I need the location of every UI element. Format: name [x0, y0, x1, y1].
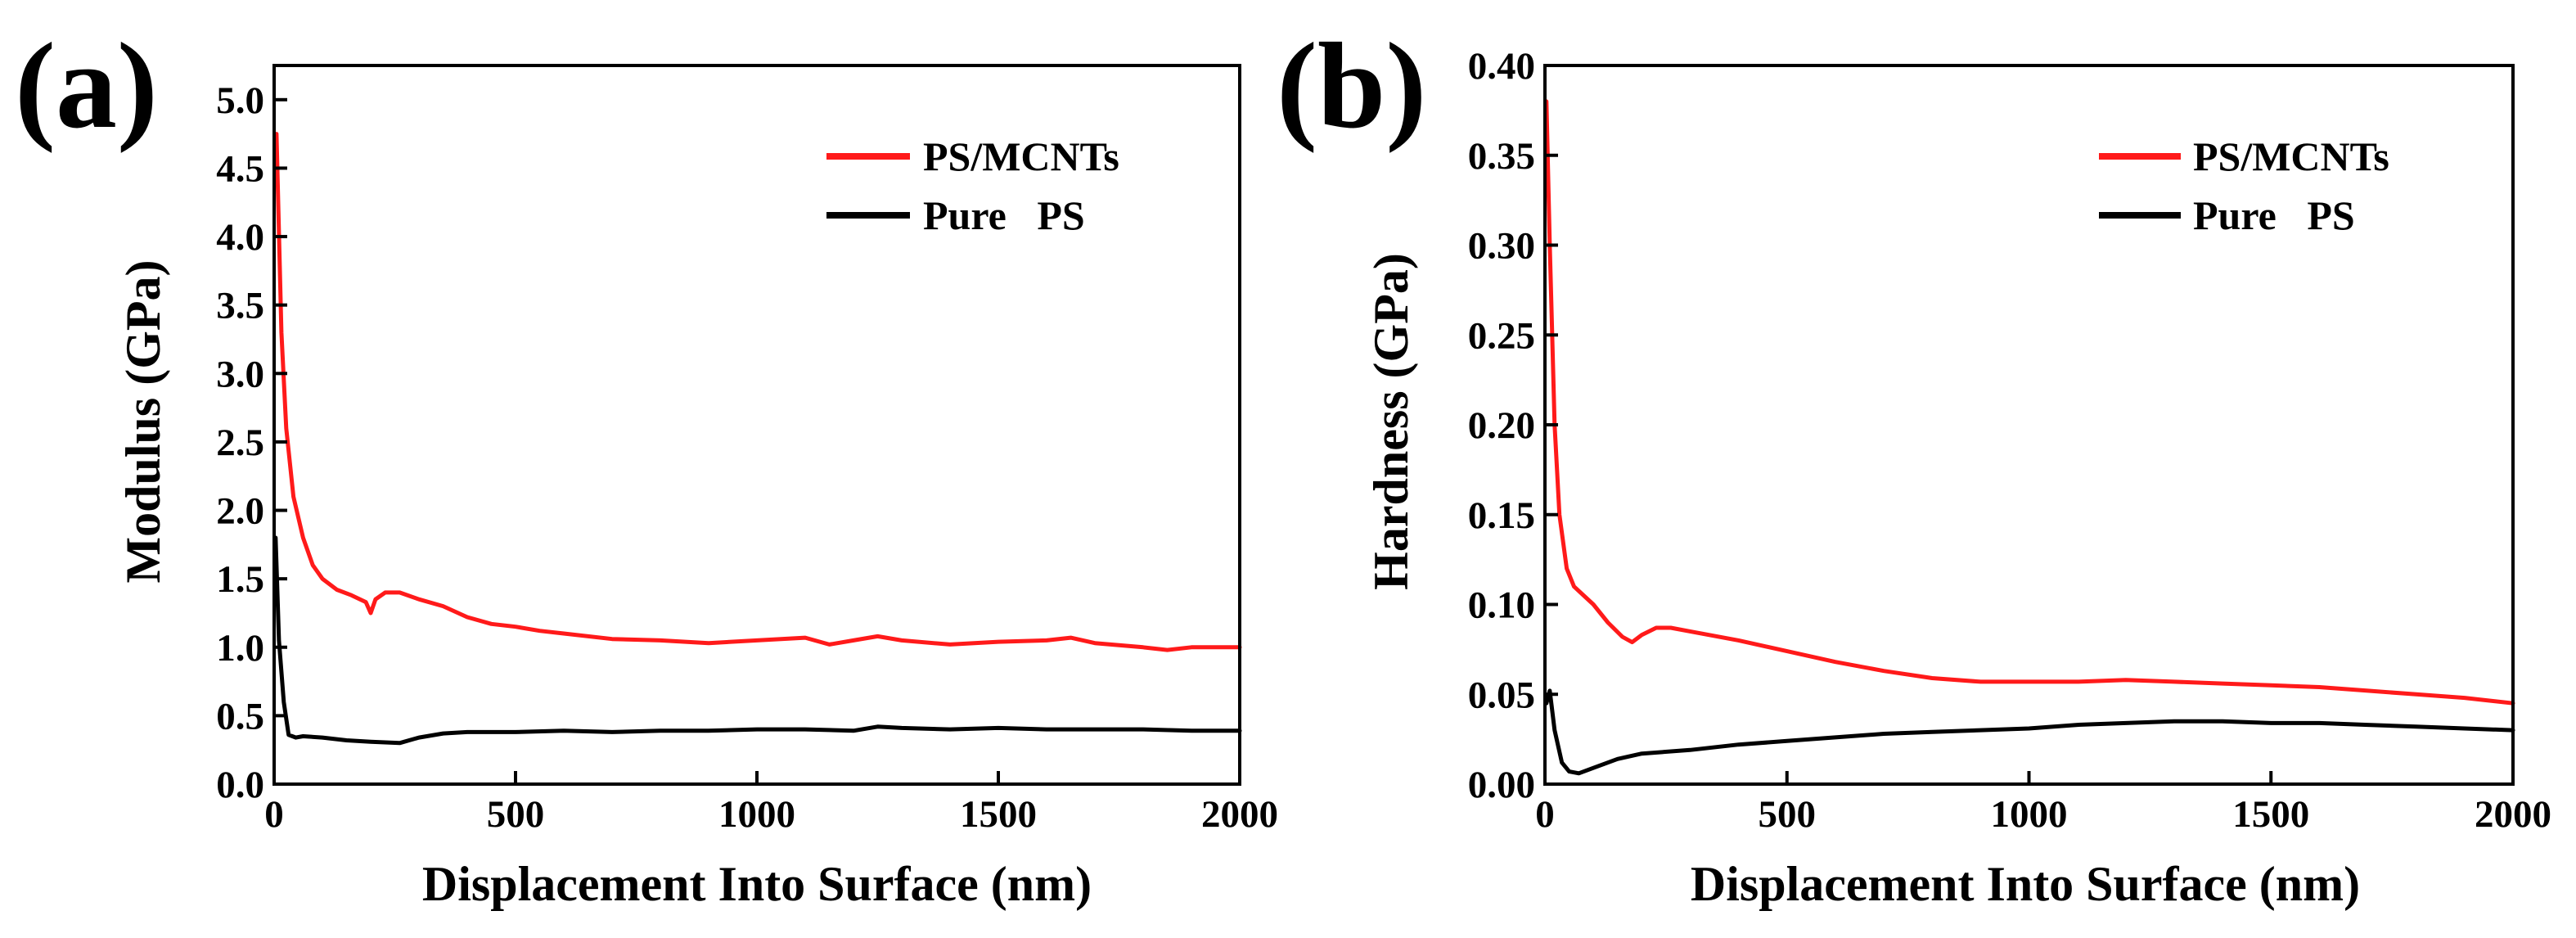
x-tick-label: 0	[1535, 793, 1555, 836]
legend-label-pure-ps-b: Pure PS	[2193, 192, 2355, 238]
y-tick-label: 0.25	[1468, 314, 1535, 357]
y-axis-title-a: Modulus (GPa)	[116, 259, 170, 583]
x-tick-label: 1000	[1991, 793, 2068, 836]
y-tick-label: 0.30	[1468, 225, 1535, 268]
series-line-pure-ps-b	[1544, 688, 2515, 776]
y-axis-title-b: Hardness (GPa)	[1364, 253, 1418, 590]
y-tick-label: 4.5	[216, 147, 264, 190]
y-tick-label: 0.20	[1468, 404, 1535, 447]
x-axis-title-b: Displacement Into Surface (nm)	[1691, 857, 2360, 911]
y-tick-label: 2.0	[216, 490, 264, 533]
legend-a: PS/MCNTs Pure PS	[826, 133, 1119, 238]
x-tick-label: 1500	[960, 793, 1037, 836]
panel-label-a: (a)	[15, 18, 158, 154]
y-tick-label: 0.10	[1468, 584, 1535, 627]
x-axis-title-a: Displacement Into Surface (nm)	[422, 857, 1092, 911]
y-tick-label: 0.15	[1468, 494, 1535, 537]
y-tick-label: 0.05	[1468, 674, 1535, 716]
x-tick-label: 0	[264, 793, 284, 836]
legend-label-ps-mcnts-b: PS/MCNTs	[2193, 133, 2389, 179]
x-axis-a: 0 500 1000 1500 2000	[264, 771, 1278, 836]
series-line-pure-ps-a	[273, 535, 1242, 746]
y-tick-label: 0.5	[216, 695, 264, 737]
y-tick-label: 3.5	[216, 285, 264, 327]
x-tick-label: 500	[1759, 793, 1817, 836]
y-tick-label: 1.0	[216, 627, 264, 670]
plot-area-b	[1544, 99, 2515, 776]
panel-b: (b) Hardness (GPa) Displacement Into Sur…	[1277, 18, 2551, 911]
panel-a: (a) Modulus (GPa) Displacement Into Surf…	[15, 18, 1278, 911]
y-tick-label: 2.5	[216, 422, 264, 464]
y-axis-a: 0.0 0.5 1.0 1.5 2.0 2.5 3.0 3.5 4.0 4.5 5.0	[216, 79, 287, 806]
y-tick-label: 1.5	[216, 558, 264, 601]
plot-area-a	[273, 132, 1242, 746]
legend-label-ps-mcnts-a: PS/MCNTs	[923, 133, 1119, 179]
y-tick-label: 5.0	[216, 79, 264, 122]
x-tick-label: 2000	[2475, 793, 2551, 836]
series-line-ps-mcnts-a	[274, 132, 1242, 652]
legend-label-pure-ps-a: Pure PS	[923, 192, 1085, 238]
series-line-ps-mcnts-b	[1544, 99, 2515, 706]
y-tick-label: 3.0	[216, 353, 264, 395]
y-tick-label: 0.35	[1468, 135, 1535, 178]
x-axis-b: 0 500 1000 1500 2000	[1535, 771, 2551, 836]
y-axis-b: 0.00 0.05 0.10 0.15 0.20 0.25 0.30 0.35 0.40	[1468, 45, 1558, 806]
y-tick-label: 0.00	[1468, 764, 1535, 806]
x-tick-label: 1500	[2232, 793, 2309, 836]
x-tick-label: 2000	[1201, 793, 1278, 836]
x-tick-label: 1000	[718, 793, 795, 836]
panel-label-b: (b)	[1277, 18, 1426, 154]
y-tick-label: 4.0	[216, 216, 264, 259]
y-tick-label: 0.40	[1468, 45, 1535, 88]
legend-b: PS/MCNTs Pure PS	[2099, 133, 2389, 238]
x-tick-label: 500	[487, 793, 545, 836]
y-tick-label: 0.0	[216, 764, 264, 806]
